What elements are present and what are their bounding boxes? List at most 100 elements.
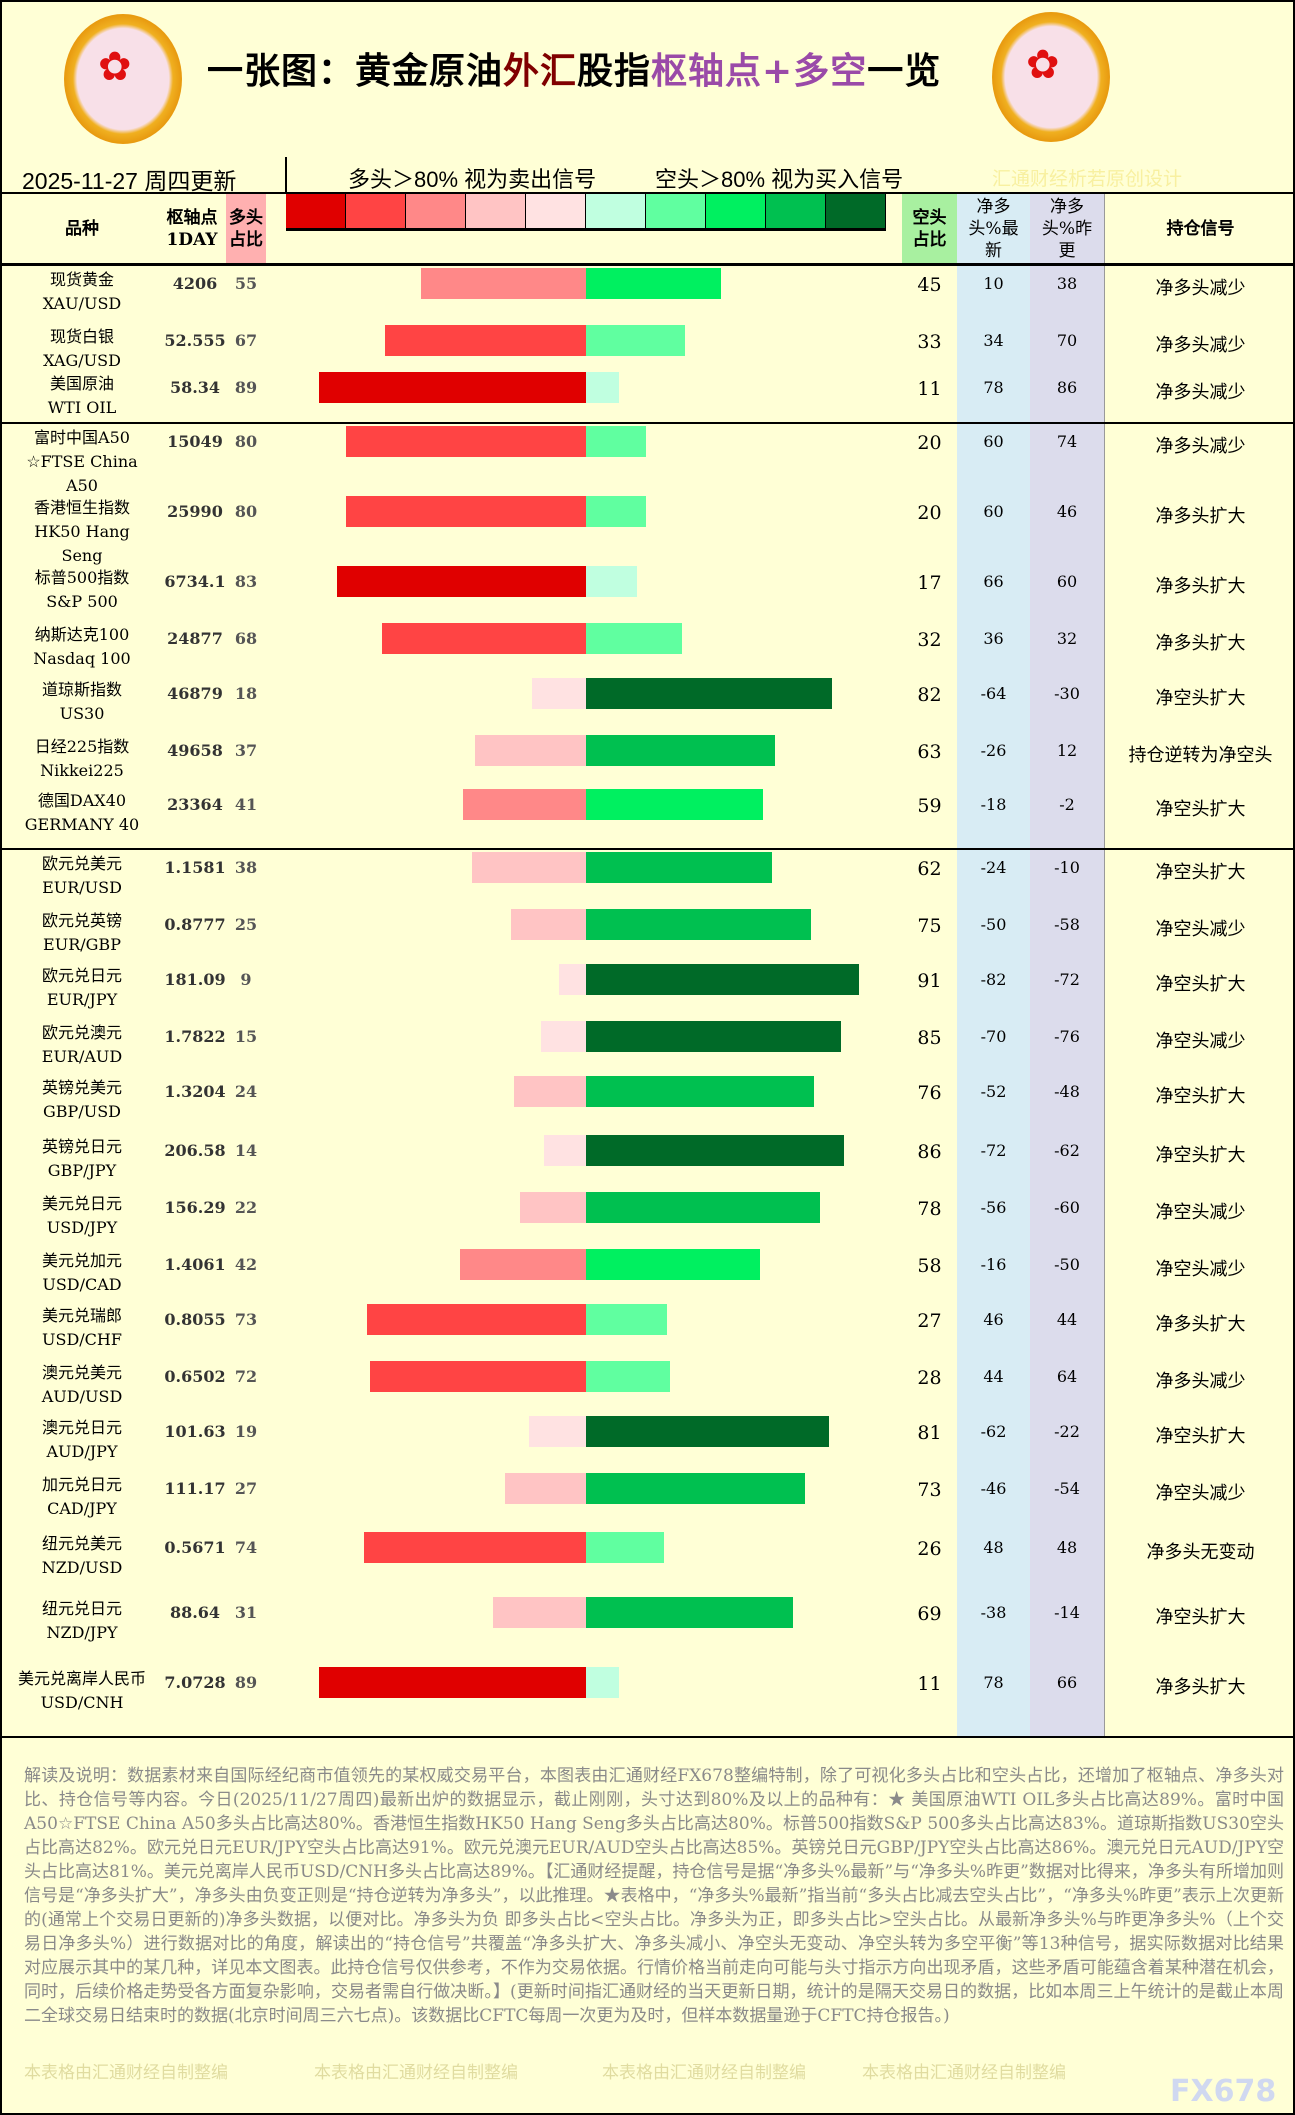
net-long-prev: 44 <box>1056 1310 1078 1329</box>
instrument-code: AUD/JPY <box>46 1442 118 1461</box>
net-long-prev: 74 <box>1056 432 1078 451</box>
position-signal: 净多头扩大 <box>1155 506 1246 527</box>
pivot-value: 1.4061 <box>164 1255 226 1274</box>
short-bar <box>586 1135 844 1166</box>
instrument-cn: 美元兑加元 <box>41 1251 122 1270</box>
short-percent: 20 <box>917 502 942 524</box>
short-percent: 28 <box>917 1367 942 1389</box>
position-signal: 净空头减少 <box>1155 1202 1246 1223</box>
table-row: 美元兑加元 USD/CAD 1.4061 42 58 -16 -50 净空头减少 <box>2 1247 1295 1302</box>
position-signal: 净空头减少 <box>1155 919 1246 940</box>
pivot-value: 52.555 <box>164 331 226 350</box>
instrument-code: USD/CNH <box>40 1693 124 1712</box>
short-bar <box>586 268 721 299</box>
net-long-prev: 48 <box>1056 1538 1078 1557</box>
short-bar <box>586 1597 793 1628</box>
short-bar <box>586 623 682 654</box>
instrument-cn: 美国原油 <box>49 374 114 393</box>
divider <box>2 1736 1295 1738</box>
buy-signal-note: 空头＞80% 视为买入信号 <box>655 167 904 192</box>
instrument-name: 纳斯达克100 Nasdaq 100 <box>2 621 162 676</box>
instrument-cn: 标普500指数 <box>34 568 130 587</box>
net-long-prev: 66 <box>1056 1673 1078 1692</box>
net-long-prev: 32 <box>1056 629 1078 648</box>
net-long-latest: 44 <box>983 1367 1004 1386</box>
long-bar <box>475 735 586 766</box>
divider <box>2 263 1295 266</box>
pivot-value: 0.8055 <box>164 1310 226 1329</box>
net-long-prev: -30 <box>1054 684 1080 703</box>
instrument-name: 美元兑离岸人民币 USD/CNH <box>2 1665 162 1738</box>
net-long-prev: -54 <box>1054 1479 1080 1498</box>
short-bar <box>586 1667 619 1698</box>
legend-swatch <box>406 194 466 228</box>
short-bar <box>586 426 646 457</box>
long-bar <box>421 268 586 299</box>
header-name: 品种 <box>2 194 162 264</box>
header-text: 净多头%最新 <box>968 197 1019 261</box>
long-bar <box>472 852 586 883</box>
long-percent: 9 <box>240 970 252 989</box>
instrument-code: XAG/USD <box>43 351 121 370</box>
short-percent: 59 <box>917 795 942 817</box>
position-signal: 净空头扩大 <box>1155 1145 1246 1166</box>
instrument-name: 美国原油 WTI OIL <box>2 370 162 424</box>
net-long-prev: -60 <box>1054 1198 1080 1217</box>
net-long-latest: 66 <box>983 572 1004 591</box>
divider <box>2 192 1295 194</box>
legend-swatch <box>826 194 886 228</box>
table-row: 现货黄金 XAU/USD 4206 55 45 10 38 净多头减少 <box>2 266 1295 323</box>
short-percent: 81 <box>917 1422 942 1444</box>
position-signal: 净空头减少 <box>1155 1031 1246 1052</box>
short-bar <box>586 566 637 597</box>
net-long-prev: 46 <box>1056 502 1078 521</box>
net-long-prev: 70 <box>1056 331 1078 350</box>
design-credit: 汇通财经析若原创设计 <box>992 168 1183 190</box>
title-part: 枢轴点+多空 <box>651 51 868 92</box>
pivot-value: 0.8777 <box>164 915 226 934</box>
short-percent: 82 <box>917 684 942 706</box>
instrument-cn: 英镑兑美元 <box>41 1078 122 1097</box>
instrument-name: 加元兑日元 CAD/JPY <box>2 1471 162 1530</box>
brand-logo: FX678 <box>1170 2074 1277 2109</box>
short-percent: 20 <box>917 432 942 454</box>
instrument-cn: 富时中国A50 <box>34 428 130 447</box>
table-row: 欧元兑美元 EUR/USD 1.1581 38 62 -24 -10 净空头扩大 <box>2 850 1295 907</box>
instrument-code: EUR/GBP <box>43 935 121 954</box>
header-text: 枢轴点 <box>166 208 218 228</box>
short-percent: 91 <box>917 970 942 992</box>
long-bar <box>382 623 586 654</box>
instrument-code: US30 <box>59 704 105 723</box>
long-percent: 80 <box>234 432 258 451</box>
long-percent: 55 <box>234 274 258 293</box>
net-long-prev: -50 <box>1054 1255 1080 1274</box>
logo-right: ✿ <box>992 12 1110 142</box>
long-percent: 31 <box>234 1603 258 1622</box>
instrument-cn: 澳元兑日元 <box>41 1418 122 1437</box>
net-long-latest: 60 <box>983 432 1004 451</box>
short-percent: 27 <box>917 1310 942 1332</box>
legend-swatch <box>526 194 586 228</box>
long-bar <box>559 964 586 995</box>
instrument-code: CAD/JPY <box>47 1499 117 1518</box>
short-bar <box>586 1532 664 1563</box>
table-row: 澳元兑美元 AUD/USD 0.6502 72 28 44 64 净多头减少 <box>2 1359 1295 1414</box>
short-bar <box>586 1473 805 1504</box>
instrument-name: 澳元兑美元 AUD/USD <box>2 1359 162 1414</box>
legend-swatch <box>346 194 406 228</box>
position-signal: 净多头无变动 <box>1146 1542 1255 1563</box>
table-row: 澳元兑日元 AUD/JPY 101.63 19 81 -62 -22 净空头扩大 <box>2 1414 1295 1471</box>
table-row: 纽元兑日元 NZD/JPY 88.64 31 69 -38 -14 净空头扩大 <box>2 1595 1295 1665</box>
title-part: 外汇 <box>503 51 578 92</box>
net-long-prev: -10 <box>1054 858 1080 877</box>
instrument-cn: 纳斯达克100 <box>34 625 130 644</box>
position-signal: 净空头减少 <box>1155 1259 1246 1280</box>
instrument-cn: 澳元兑美元 <box>41 1363 122 1382</box>
long-bar <box>385 325 586 356</box>
long-bar <box>346 496 586 527</box>
flower-icon: ✿ <box>1026 42 1060 88</box>
pivot-value: 4206 <box>172 274 218 293</box>
long-percent: 41 <box>234 795 258 814</box>
long-percent: 25 <box>234 915 258 934</box>
net-long-prev: -48 <box>1054 1082 1080 1101</box>
